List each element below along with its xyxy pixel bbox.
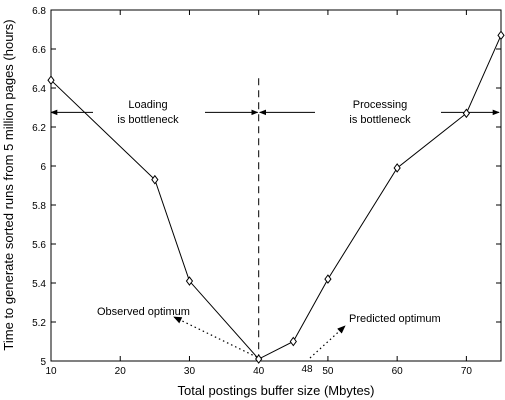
data-point <box>462 108 471 119</box>
x-tick-label: 10 <box>45 366 57 377</box>
x-tick-label: 20 <box>115 366 127 377</box>
tick-group: 10 20 30 40 50 60 70 5 5.2 5.4 5.6 5.8 6 6.2 6.4 6.6 6.8 <box>32 6 501 377</box>
y-tick-label: 5.2 <box>32 318 46 329</box>
predicted-optimum-label: Predicted optimum <box>349 313 441 325</box>
annotation-group: Loading is bottleneck Processing is bottlen… <box>50 78 500 375</box>
data-point <box>255 354 263 364</box>
series-group <box>47 30 505 364</box>
predicted-optimum-tick-label: 48 <box>301 364 313 375</box>
observed-optimum-label: Observed optimum <box>97 306 190 318</box>
data-point <box>289 336 297 347</box>
data-point <box>151 174 159 185</box>
y-tick-label: 5 <box>40 357 46 368</box>
y-tick-label: 5.8 <box>32 201 46 212</box>
loading-label-line1: Loading <box>128 99 167 111</box>
x-tick-label: 50 <box>322 366 334 377</box>
x-tick-label: 60 <box>392 366 404 377</box>
observed-optimum-pointer <box>173 316 257 358</box>
y-tick-label: 6.4 <box>32 84 46 95</box>
predicted-optimum-pointer <box>309 325 346 359</box>
data-point <box>47 75 55 86</box>
y-tick-label: 6 <box>40 162 46 173</box>
x-tick-label: 40 <box>253 366 265 377</box>
x-tick-label: 70 <box>461 366 473 377</box>
y-tick-label: 5.4 <box>32 279 46 290</box>
x-axis-label: Total postings buffer size (Mbytes) <box>177 383 374 398</box>
processing-label-line1: Processing <box>353 99 407 111</box>
y-tick-label: 5.6 <box>32 240 46 251</box>
data-point <box>393 163 401 173</box>
data-point <box>324 274 332 284</box>
processing-label-line2: is bottleneck <box>349 114 411 126</box>
loading-label-line2: is bottleneck <box>117 114 179 126</box>
y-tick-label: 6.2 <box>32 123 46 134</box>
data-point <box>497 30 505 41</box>
data-point <box>185 276 194 286</box>
plot-frame <box>50 9 502 362</box>
x-tick-label: 30 <box>184 366 196 377</box>
y-tick-label: 6.6 <box>32 45 46 56</box>
y-axis-label: Time to generate sorted runs from 5 mill… <box>1 19 16 350</box>
y-tick-label: 6.8 <box>32 6 46 17</box>
